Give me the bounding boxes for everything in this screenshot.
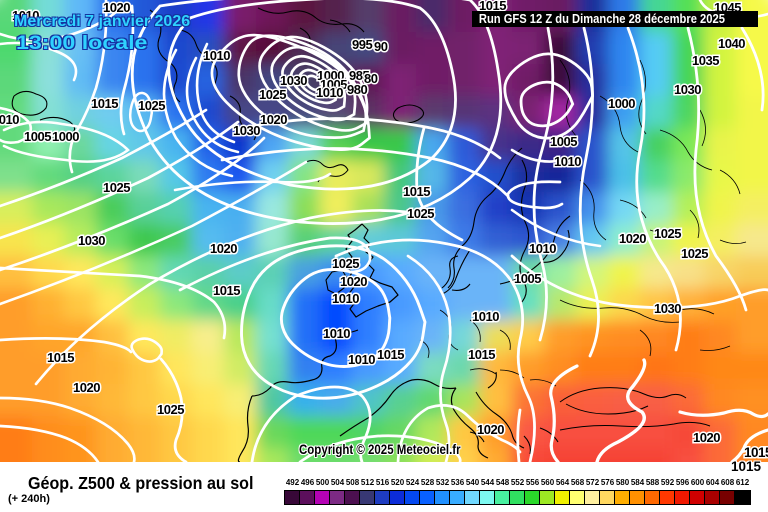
svg-text:1000: 1000 [317,68,344,83]
svg-text:1025: 1025 [332,256,359,271]
svg-text:1015: 1015 [213,283,240,298]
svg-text:1005: 1005 [550,134,577,149]
svg-text:1020: 1020 [619,231,646,246]
svg-text:1015: 1015 [479,0,506,13]
svg-text:1030: 1030 [674,82,701,97]
svg-text:1025: 1025 [407,206,434,221]
svg-text:1010: 1010 [323,326,350,341]
svg-text:1020: 1020 [73,380,100,395]
svg-text:1020: 1020 [693,430,720,445]
svg-text:1020: 1020 [103,0,130,15]
svg-text:980: 980 [347,82,367,97]
svg-text:1010: 1010 [0,112,19,127]
svg-text:1015: 1015 [744,445,768,460]
svg-text:1020: 1020 [210,241,237,256]
svg-text:1020: 1020 [477,422,504,437]
svg-text:1010: 1010 [348,352,375,367]
svg-text:1025: 1025 [259,87,286,102]
svg-text:1000: 1000 [608,96,635,111]
svg-text:1030: 1030 [280,73,307,88]
svg-text:1040: 1040 [718,36,745,51]
svg-text:1025: 1025 [157,402,184,417]
svg-text:1010: 1010 [203,48,230,63]
svg-text:1025: 1025 [103,180,130,195]
svg-text:1015: 1015 [377,347,404,362]
svg-text:1030: 1030 [78,233,105,248]
svg-text:1010: 1010 [316,85,343,100]
svg-text:1010: 1010 [472,309,499,324]
svg-text:1015: 1015 [468,347,495,362]
svg-text:1000: 1000 [52,129,79,144]
svg-text:1025: 1025 [138,98,165,113]
svg-text:1010: 1010 [529,241,556,256]
svg-text:985: 985 [349,68,369,83]
svg-text:90: 90 [374,39,388,54]
svg-text:80: 80 [364,71,378,86]
svg-text:1025: 1025 [681,246,708,261]
svg-text:1035: 1035 [692,53,719,68]
svg-text:1010: 1010 [12,8,39,23]
svg-text:995: 995 [352,37,372,52]
svg-text:1015: 1015 [91,96,118,111]
svg-text:1015: 1015 [47,350,74,365]
svg-text:1005: 1005 [320,77,347,92]
svg-text:1030: 1030 [654,301,681,316]
svg-text:1005: 1005 [514,271,541,286]
svg-text:1015: 1015 [403,184,430,199]
svg-text:1010: 1010 [554,154,581,169]
svg-text:1005: 1005 [24,129,51,144]
svg-text:1020: 1020 [260,112,287,127]
svg-text:1030: 1030 [233,123,260,138]
svg-text:1010: 1010 [332,291,359,306]
svg-text:1020: 1020 [340,274,367,289]
svg-text:1025: 1025 [654,226,681,241]
